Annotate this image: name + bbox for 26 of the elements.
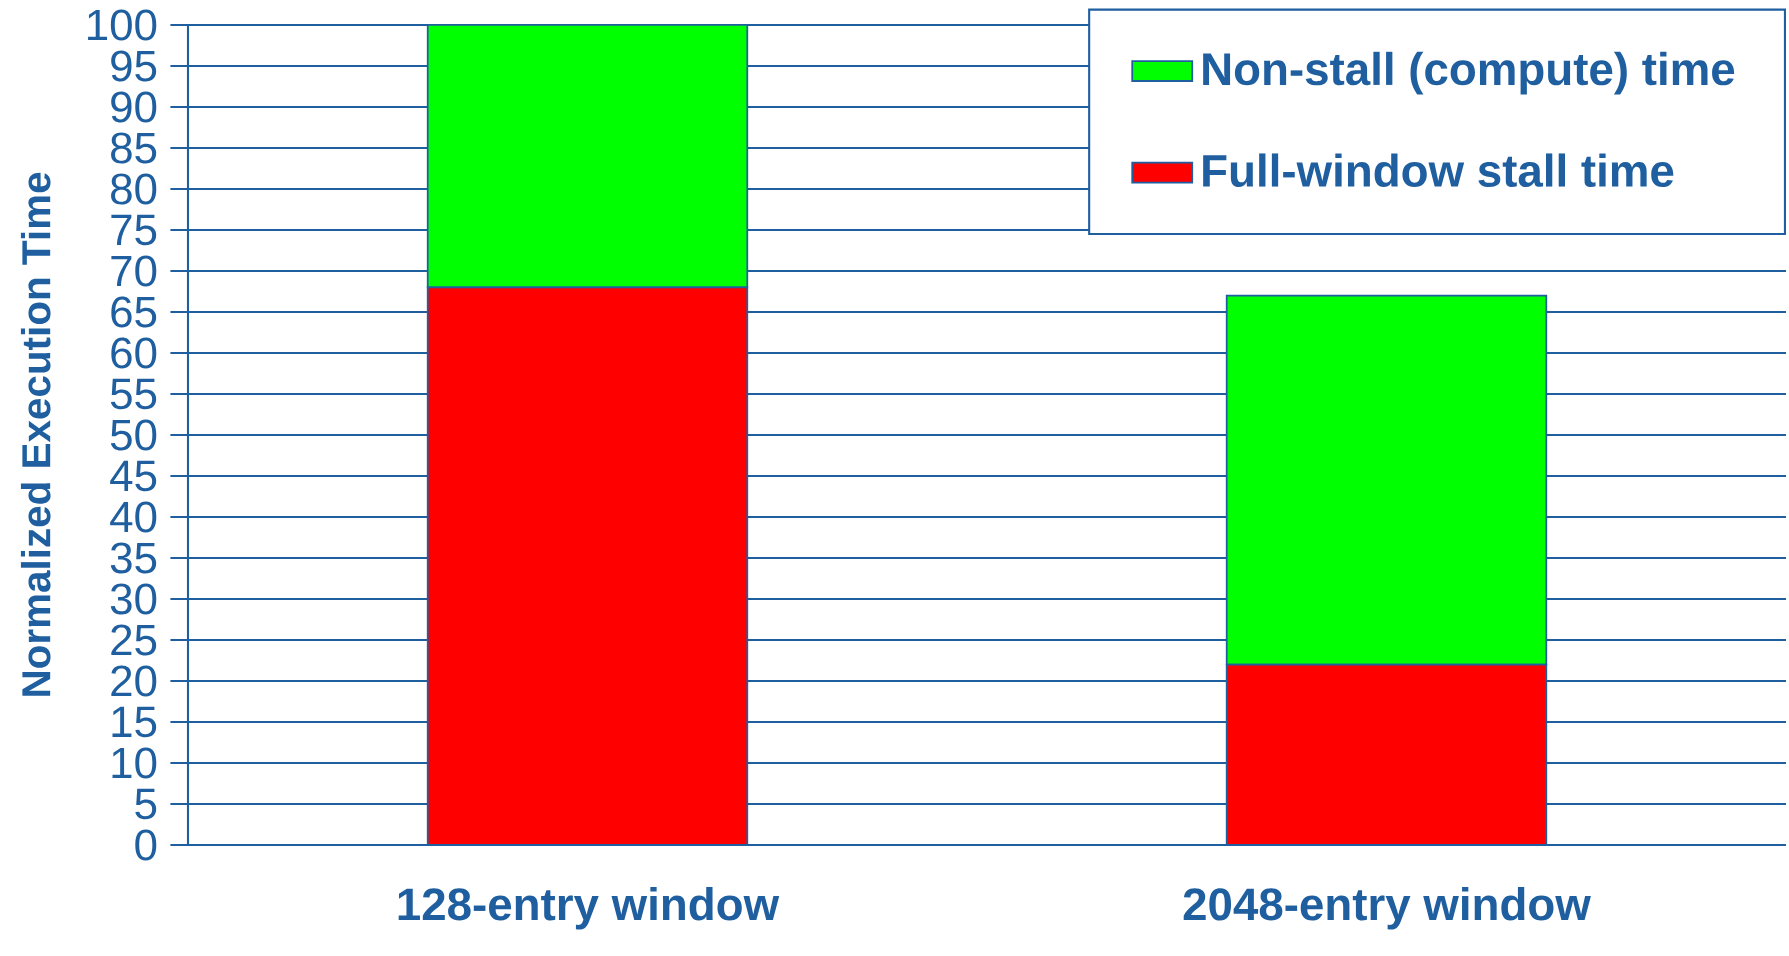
y-tick-label: 95 [111,50,157,82]
y-tick-label: 70 [111,255,157,287]
y-tick-label: 100 [88,9,157,41]
y-tick-label: 25 [111,624,157,656]
x-tick-label: 128-entry window [398,886,780,930]
y-tick-label: 5 [135,788,157,820]
y-tick-label: 35 [110,542,157,574]
x-tick-label: 2048-entry window [1183,886,1591,930]
y-tick-label: 85 [111,132,157,164]
legend-label: Non-stall (compute) time [1203,51,1735,95]
y-tick-label: 0 [135,829,157,861]
y-tick-label: 80 [111,173,157,205]
y-tick-label: 15 [112,706,157,738]
y-tick-label: 75 [111,214,157,246]
y-tick-label: 55 [110,378,157,410]
y-tick-label: 10 [112,747,157,779]
y-tick-label: 20 [111,665,157,697]
legend-label: Full-window stall time [1203,153,1674,187]
y-tick-label: 60 [111,337,157,369]
y-tick-label: 45 [110,460,157,492]
y-tick-label: 40 [110,501,157,533]
y-axis-title: Normalized Execution Time [20,172,51,696]
y-tick-label: 65 [111,296,157,328]
y-tick-label: 50 [110,419,157,451]
y-tick-label: 30 [110,583,157,615]
y-tick-label: 90 [111,91,157,123]
